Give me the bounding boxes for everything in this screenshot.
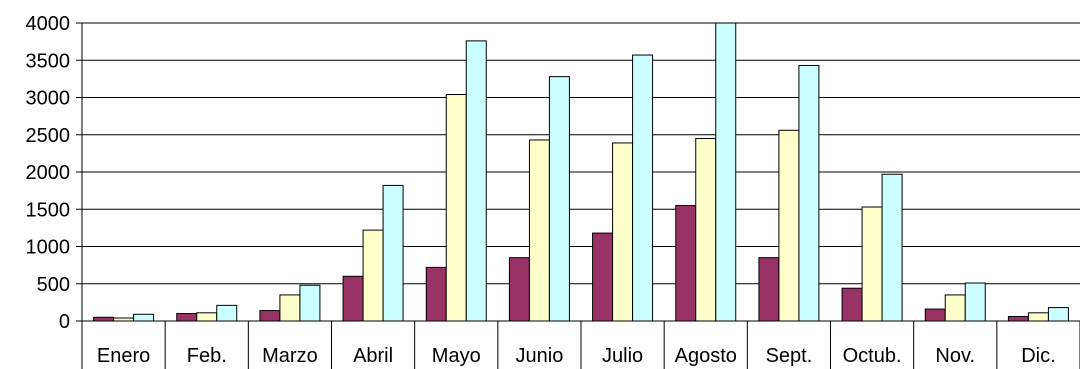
bar-mayo-series-1 (425, 266, 447, 322)
bar-feb-series-2 (196, 312, 218, 322)
bar-agosto-series-2 (695, 137, 717, 322)
category-label: Feb. (187, 345, 227, 367)
bar-sept-series-2 (778, 129, 800, 322)
y-tick-label: 2000 (26, 162, 71, 184)
bar-junio-series-3 (548, 76, 570, 322)
bar-octub-series-2 (861, 206, 883, 322)
bar-julio-series-2 (612, 142, 634, 322)
bars (93, 22, 1069, 322)
bar-junio-series-2 (528, 139, 550, 322)
category-label: Junio (516, 345, 564, 367)
category-labels: Enero Feb. Marzo Abril Mayo Junio Julio Agosto S… (97, 345, 1056, 367)
category-label: Nov. (935, 345, 975, 367)
bar-feb-series-3 (216, 304, 238, 322)
bar-feb-series-1 (176, 313, 198, 322)
y-tick-label: 1500 (26, 199, 71, 221)
category-label: Agosto (675, 345, 737, 367)
bar-dic-series-3 (1047, 307, 1069, 322)
grid-lines (82, 22, 1080, 285)
y-tick-label: 3500 (26, 50, 71, 72)
category-label: Abril (353, 345, 393, 367)
y-tick-label: 2500 (26, 125, 71, 147)
bar-julio-series-1 (592, 232, 614, 322)
bar-marzo-series-1 (259, 310, 281, 322)
bar-octub-series-1 (841, 287, 863, 322)
y-tick-label: 1000 (26, 237, 71, 259)
bar-marzo-series-3 (299, 284, 321, 322)
bar-nov-series-3 (964, 282, 986, 322)
y-axis-tick-labels: 0 500 1000 1500 2000 2500 3000 3500 4000 (26, 13, 71, 333)
y-tick-label: 0 (59, 311, 70, 333)
bar-dic-series-2 (1027, 312, 1049, 322)
category-label: Enero (97, 345, 150, 367)
bar-marzo-series-2 (279, 294, 301, 322)
y-tick-label: 500 (37, 274, 70, 296)
bar-octub-series-3 (881, 173, 903, 322)
bar-sept-series-1 (758, 257, 780, 322)
bar-nov-series-2 (944, 294, 966, 322)
category-label: Julio (602, 345, 643, 367)
bar-dic-series-1 (1007, 316, 1029, 322)
bar-mayo-series-3 (465, 40, 487, 322)
category-label: Dic. (1021, 345, 1055, 367)
bar-enero-series-3 (133, 313, 155, 322)
bar-sept-series-3 (798, 64, 820, 322)
bar-mayo-series-2 (445, 94, 467, 322)
bar-enero-series-1 (93, 316, 115, 322)
bar-abril-series-1 (342, 275, 364, 322)
category-label: Sept. (766, 345, 813, 367)
bar-nov-series-1 (924, 308, 946, 322)
axes (76, 22, 1080, 369)
bar-agosto-series-3 (715, 22, 737, 322)
y-tick-label: 4000 (26, 13, 71, 35)
bar-agosto-series-1 (675, 205, 697, 322)
category-label: Mayo (432, 345, 481, 367)
category-label: Octub. (843, 345, 902, 367)
bar-abril-series-3 (382, 184, 404, 322)
category-label: Marzo (262, 345, 318, 367)
y-tick-label: 3000 (26, 88, 71, 110)
bar-abril-series-2 (362, 229, 384, 322)
bar-junio-series-1 (508, 257, 530, 322)
bar-julio-series-3 (632, 54, 654, 322)
